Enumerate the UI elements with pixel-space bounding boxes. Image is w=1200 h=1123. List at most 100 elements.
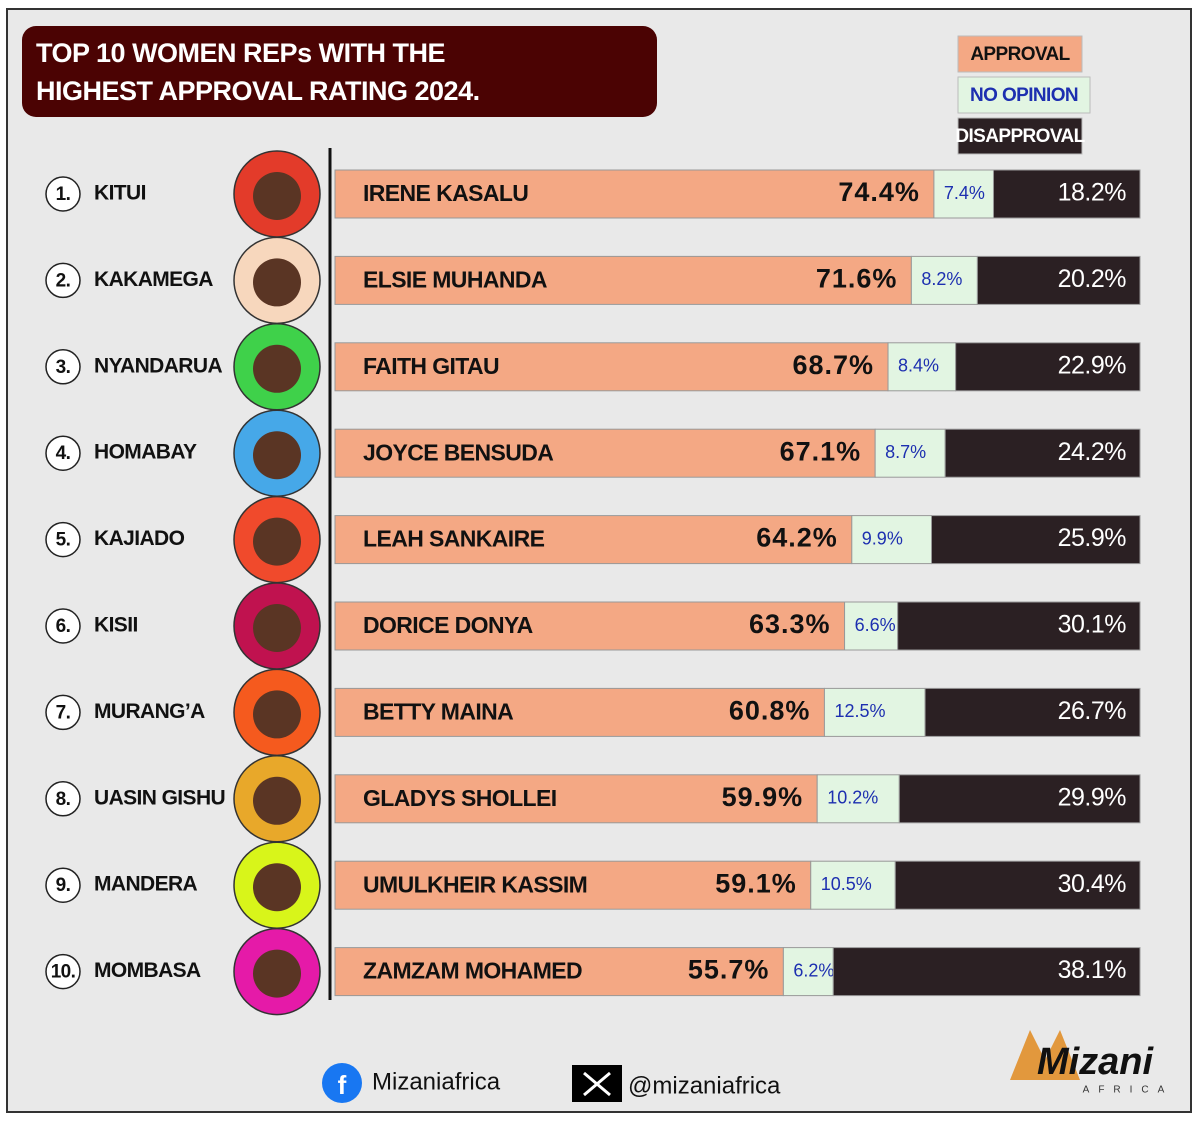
- photo-face: [253, 431, 301, 480]
- rank-badge: [45, 694, 81, 731]
- value-label: 59.1%: [715, 868, 797, 898]
- rep-name: JOYCE BENSUDA: [363, 439, 553, 465]
- county: MOMBASA: [94, 959, 201, 982]
- bar-segment: [334, 601, 846, 651]
- rep-name: LEAH SANKAIRE: [363, 526, 545, 552]
- bar-segment: [976, 255, 1141, 305]
- rank-badge: [45, 867, 81, 903]
- bar-segment: [924, 687, 1141, 737]
- rank: 10.: [51, 962, 76, 983]
- value-label: 18.2%: [1058, 179, 1127, 207]
- rank: 7.: [56, 702, 71, 723]
- value-label: 8.2%: [921, 269, 962, 289]
- county: KAKAMEGA: [94, 268, 213, 291]
- value-label: 64.2%: [756, 523, 838, 553]
- photo-face: [253, 258, 301, 307]
- rep-name: ELSIE MUHANDA: [363, 266, 547, 292]
- rep-name: FAITH GITAU: [363, 353, 499, 379]
- rank-badge: [45, 608, 81, 644]
- county: HOMABAY: [94, 441, 197, 464]
- photo-face: [253, 172, 301, 220]
- county: KAJIADO: [94, 527, 185, 550]
- value-label: 68.7%: [792, 350, 874, 380]
- value-label: 60.8%: [729, 696, 811, 726]
- value-label: 26.7%: [1058, 697, 1127, 725]
- rank-badge: [45, 521, 81, 558]
- county: NYANDARUA: [94, 354, 222, 377]
- bar-segment: [992, 169, 1141, 219]
- chart-title: TOP 10 WOMEN REPs WITH THE HIGHEST APPRO…: [36, 38, 480, 106]
- value-label: 55.7%: [688, 955, 770, 985]
- bar-segment: [898, 774, 1141, 824]
- rank-badge: [45, 176, 81, 212]
- photo-face: [253, 776, 301, 825]
- bar-segment: [844, 601, 899, 651]
- photo-face: [253, 517, 301, 566]
- bar-segment: [334, 687, 825, 737]
- rank-badge: [45, 781, 81, 817]
- rank: 4.: [56, 443, 71, 464]
- rank: 3.: [56, 357, 71, 378]
- value-label: 63.3%: [749, 609, 831, 639]
- value-label: 24.2%: [1058, 438, 1127, 466]
- bar-segment: [810, 860, 896, 910]
- county: KITUI: [94, 182, 146, 205]
- facebook-handle: Mizaniafrica: [372, 1068, 501, 1095]
- legend-label: APPROVAL: [970, 44, 1070, 65]
- bar-segment: [887, 342, 957, 392]
- rep-name: IRENE KASALU: [363, 180, 528, 206]
- value-label: 9.9%: [862, 528, 903, 548]
- bar-segment: [334, 342, 889, 392]
- rank: 9.: [56, 875, 71, 896]
- brand-logo: [1010, 1030, 1080, 1080]
- photo-face: [253, 690, 301, 739]
- rank-badge: [45, 435, 81, 471]
- bar-segment: [897, 601, 1141, 651]
- county: UASIN GISHU: [94, 786, 225, 809]
- photo-face: [253, 604, 301, 652]
- bar-segment: [894, 860, 1141, 910]
- photo-face: [253, 863, 301, 912]
- value-label: 67.1%: [780, 436, 862, 466]
- value-label: 25.9%: [1058, 524, 1127, 552]
- bar-segment: [782, 947, 834, 997]
- bar-segment: [874, 428, 946, 478]
- rank: 2.: [56, 270, 71, 291]
- value-label: 20.2%: [1058, 265, 1127, 293]
- value-label: 6.6%: [855, 615, 896, 635]
- value-label: 12.5%: [834, 701, 885, 721]
- bar-segment: [334, 947, 784, 997]
- rank: 8.: [56, 789, 71, 810]
- county: MANDERA: [94, 873, 198, 896]
- rep-name: ZAMZAM MOHAMED: [363, 958, 582, 984]
- bar-segment: [851, 515, 933, 565]
- legend-swatch: [957, 117, 1083, 155]
- bar-segment: [931, 515, 1141, 565]
- x-icon-glyph: [583, 1071, 611, 1097]
- legend-label: DISAPPROVAL: [955, 126, 1085, 147]
- value-label: 38.1%: [1058, 956, 1127, 984]
- brand-sub: AFRICA: [1083, 1085, 1174, 1096]
- rank-badge: [45, 349, 81, 385]
- brand-name: Mizani: [1037, 1041, 1155, 1083]
- value-label: 22.9%: [1058, 351, 1127, 379]
- county: KISII: [94, 614, 138, 637]
- facebook-icon-glyph: f: [338, 1070, 347, 1100]
- value-label: 59.9%: [722, 782, 804, 812]
- bar-segment: [955, 342, 1141, 392]
- rank: 1.: [56, 184, 71, 205]
- rank: 5.: [56, 530, 71, 551]
- bar-segment: [334, 515, 853, 565]
- rep-name: BETTY MAINA: [363, 698, 513, 724]
- legend-swatch: [957, 35, 1083, 73]
- rep-name: GLADYS SHOLLEI: [363, 785, 557, 811]
- value-label: 30.1%: [1058, 611, 1127, 639]
- rep-name: DORICE DONYA: [363, 612, 533, 638]
- rank: 6.: [56, 616, 71, 637]
- photo-face: [253, 344, 301, 393]
- value-label: 74.4%: [838, 177, 920, 207]
- rank-badge: [45, 262, 81, 299]
- title-box: TOP 10 WOMEN REPs WITH THE HIGHEST APPRO…: [22, 26, 657, 117]
- value-label: 8.7%: [885, 442, 926, 462]
